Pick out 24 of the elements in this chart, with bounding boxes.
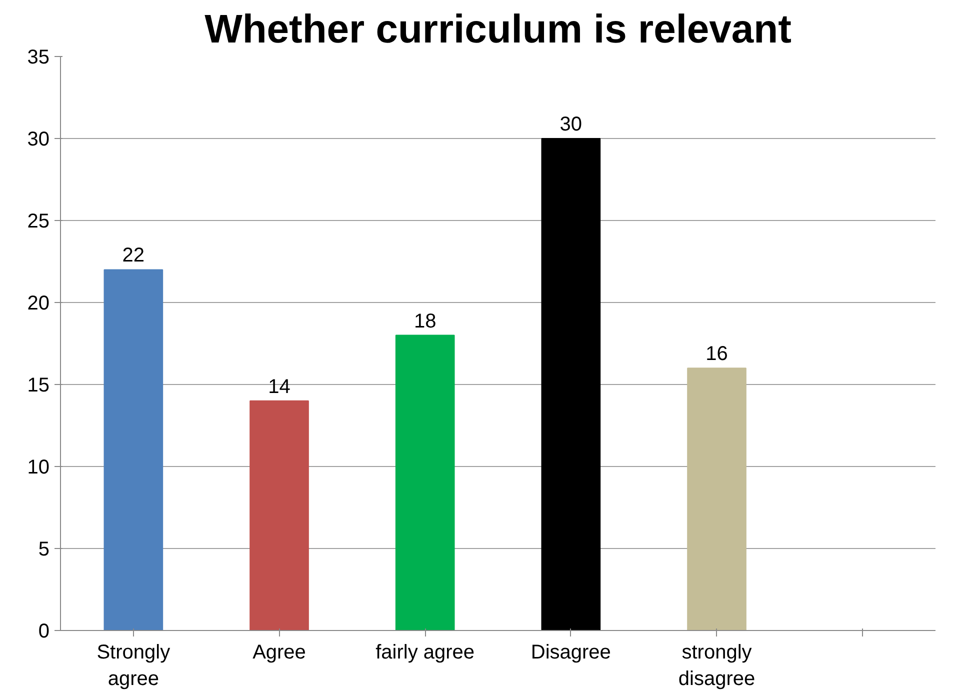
data-label: 30 — [560, 114, 582, 136]
bar — [687, 368, 746, 630]
bar — [104, 269, 164, 630]
y-tick-label: 20 — [27, 292, 50, 314]
x-tick-label: strongly disagree — [678, 642, 756, 690]
y-tick-label: 0 — [38, 620, 50, 642]
y-tick-label: 5 — [38, 538, 50, 560]
data-label: 14 — [268, 376, 290, 398]
bar — [541, 138, 601, 630]
y-tick-label: 30 — [27, 128, 50, 150]
bar — [395, 334, 455, 630]
y-tick-label: 10 — [27, 456, 50, 478]
chart-title: Whether curriculum is relevant — [204, 8, 792, 52]
y-tick-label: 15 — [27, 374, 50, 396]
data-label: 16 — [706, 343, 728, 366]
y-tick-label: 25 — [27, 210, 50, 232]
x-tick-label: Agree — [252, 642, 306, 664]
x-tick-label: Strongly agree — [96, 642, 170, 690]
data-label: 22 — [122, 244, 145, 267]
data-label: 18 — [414, 310, 436, 332]
x-tick-label: Disagree — [530, 642, 611, 664]
bar — [250, 400, 309, 630]
y-tick-label: 35 — [27, 46, 50, 68]
x-tick-label: fairly agree — [376, 642, 475, 664]
